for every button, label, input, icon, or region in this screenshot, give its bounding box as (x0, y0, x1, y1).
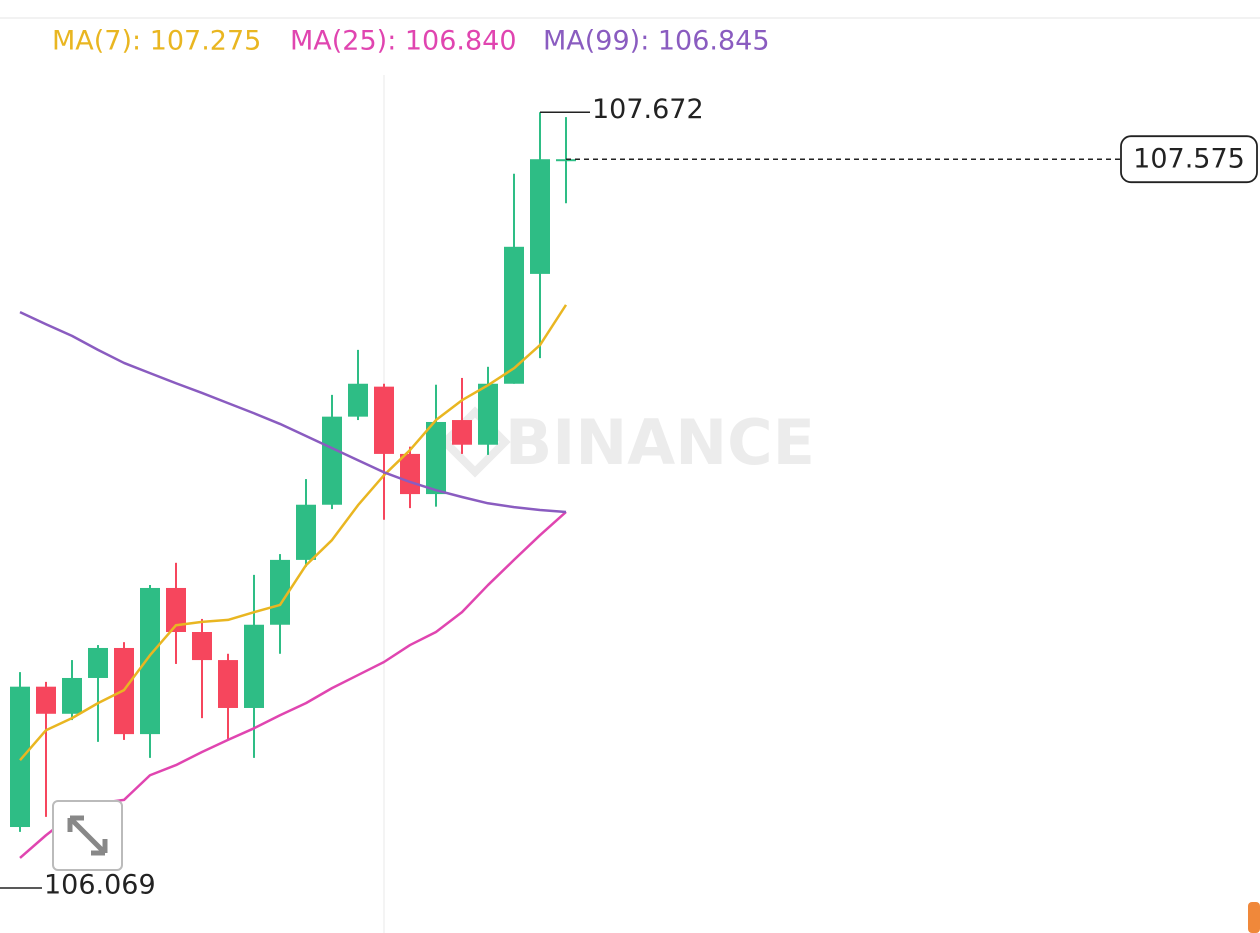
legend-entry: MA(25): 106.840 (290, 26, 517, 57)
candle-body (166, 587, 186, 633)
scroll-indicator (1248, 902, 1260, 933)
ma-line (19, 304, 568, 762)
candle-body (426, 421, 446, 495)
candle-body (322, 416, 342, 505)
candle-body (478, 383, 498, 445)
candle-body (270, 559, 290, 625)
legend-entry: MA(99): 106.845 (543, 26, 770, 57)
candle-body (530, 159, 550, 274)
expand-button[interactable] (52, 800, 123, 871)
high-label: 107.672 (592, 94, 704, 125)
candle-body (400, 453, 420, 495)
candle-body (218, 660, 238, 708)
candle-body (140, 587, 160, 735)
candle-body (192, 632, 212, 661)
ma-line (19, 310, 567, 514)
last-price-label: 107.575 (1133, 144, 1245, 175)
labels: MA(7): 107.275 MA(25): 106.840 MA(99): 106… (0, 26, 1258, 900)
plot (10, 112, 576, 859)
candle-body (62, 677, 82, 714)
candle-body (88, 647, 108, 678)
candle-body (244, 624, 264, 708)
candle-body (10, 686, 30, 828)
last-price-box (1120, 135, 1258, 184)
legend-entry: MA(7): 107.275 (52, 26, 261, 57)
candle-body (36, 686, 56, 714)
candle-body (374, 386, 394, 454)
candle-body (348, 383, 368, 417)
candle-body (556, 159, 576, 162)
candle-body (296, 504, 316, 560)
watermark: BINANCE (505, 406, 815, 479)
candle-body (452, 420, 472, 445)
candle-body (504, 246, 524, 384)
low-label: 106.069 (44, 869, 156, 900)
